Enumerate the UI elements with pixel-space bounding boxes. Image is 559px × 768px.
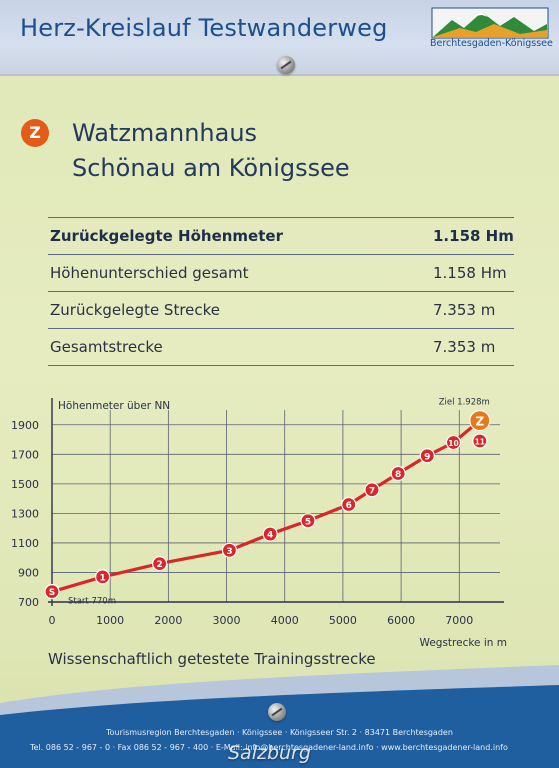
- waypoint-label: 6: [346, 501, 352, 511]
- stat-row: Höhenunterschied gesamt 1.158 Hm: [48, 255, 514, 292]
- waypoint-marker: [472, 433, 488, 449]
- x-axis-title: Wegstrecke in m: [420, 637, 507, 649]
- x-tick-label: 4000: [271, 614, 299, 627]
- training-caption: Wissenschaftlich getestete Trainingsstre…: [48, 650, 376, 668]
- y-tick-label: 1700: [11, 448, 39, 461]
- waypoint-marker: [44, 584, 60, 600]
- waypoint-marker: [221, 542, 238, 558]
- elevation-profile-chart: 700 900 1100 1300 1500 1700 1900 0 1000 2000 3000 4…: [11, 398, 507, 649]
- stat-value: 7.353 m: [433, 301, 496, 319]
- logo-caption: Berchtesgaden-Königssee: [430, 38, 553, 49]
- stat-label: Zurückgelegte Strecke: [50, 301, 221, 319]
- contact-line: Tel. 086 52 - 967 - 0 · Fax 086 52 - 967…: [30, 743, 508, 752]
- x-tick-label: 6000: [387, 614, 415, 627]
- waypoint-label: 1: [99, 573, 105, 583]
- y-tick-label: 1300: [11, 507, 39, 520]
- y-axis-title: Höhenmeter über NN: [58, 400, 170, 412]
- watermark: Salzburg: [228, 742, 311, 764]
- x-tick-label: 7000: [445, 614, 473, 627]
- stat-value: 1.158 Hm: [433, 227, 514, 245]
- goal-annotation: Ziel 1.928m: [439, 398, 490, 408]
- waypoint-label: 8: [395, 470, 401, 480]
- x-tick-label: 3000: [213, 614, 241, 627]
- waypoint-marker: [445, 434, 462, 451]
- waypoint-marker: [152, 556, 168, 572]
- stat-row: Zurückgelegte Strecke 7.353 m: [48, 292, 514, 329]
- header-panel: Herz-Kreislauf Testwanderweg Berchtesgad…: [0, 0, 559, 76]
- stat-value: 7.353 m: [433, 338, 496, 356]
- x-tick-label: 5000: [329, 614, 357, 627]
- y-tick-label: 1900: [11, 419, 39, 432]
- stats-table: Zurückgelegte Höhenmeter 1.158 Hm Höhenu…: [48, 217, 514, 366]
- waypoint-marker: [95, 569, 111, 585]
- y-tick-label: 1100: [11, 537, 39, 550]
- route-line: [51, 419, 481, 594]
- waypoint-marker: [419, 448, 435, 464]
- waypoint-label: Z: [475, 415, 484, 429]
- x-tick-label: 2000: [154, 614, 182, 627]
- bottom-screw: [268, 703, 286, 721]
- y-tick-label: 1500: [11, 478, 39, 491]
- goal-badge-icon: Z: [21, 119, 49, 147]
- start-annotation: Start 770m: [68, 597, 116, 607]
- waypoint-label: 11: [475, 438, 485, 447]
- destination-name: Watzmannhaus: [72, 119, 258, 147]
- waypoint-label: 4: [267, 531, 273, 541]
- waypoint-marker: [300, 513, 316, 529]
- stat-row: Zurückgelegte Höhenmeter 1.158 Hm: [48, 218, 514, 255]
- y-tick-label: 700: [18, 596, 39, 609]
- waypoint-marker: [390, 465, 406, 482]
- x-tick-label: 1000: [96, 614, 124, 627]
- top-screw: [277, 56, 295, 74]
- goal-marker: [469, 410, 491, 432]
- stat-label: Höhenunterschied gesamt: [50, 264, 249, 282]
- waypoint-marker: [341, 496, 357, 513]
- sign-title: Herz-Kreislauf Testwanderweg: [20, 14, 388, 42]
- stat-row: Gesamtstrecke 7.353 m: [48, 329, 514, 366]
- waypoint-marker: [364, 482, 380, 498]
- berchtesgaden-logo: [431, 7, 549, 39]
- x-tick-label: 0: [49, 614, 56, 627]
- address-line: Tourismusregion Berchtesgaden · Königsse…: [106, 728, 453, 737]
- waypoint-label: S: [49, 588, 55, 598]
- stat-label: Zurückgelegte Höhenmeter: [50, 227, 283, 245]
- waypoint-label: 5: [305, 517, 311, 527]
- destination-location: Schönau am Königssee: [72, 154, 350, 182]
- stat-value: 1.158 Hm: [433, 264, 507, 282]
- waypoint-marker: [262, 526, 278, 542]
- stat-label: Gesamtstrecke: [50, 338, 163, 356]
- waypoint-label: 2: [157, 560, 163, 570]
- y-tick-label: 900: [18, 566, 39, 579]
- waypoint-label: 9: [424, 452, 430, 462]
- waypoint-label: 3: [226, 547, 232, 557]
- waypoint-label: 10: [448, 439, 458, 448]
- waypoint-label: 7: [369, 486, 375, 496]
